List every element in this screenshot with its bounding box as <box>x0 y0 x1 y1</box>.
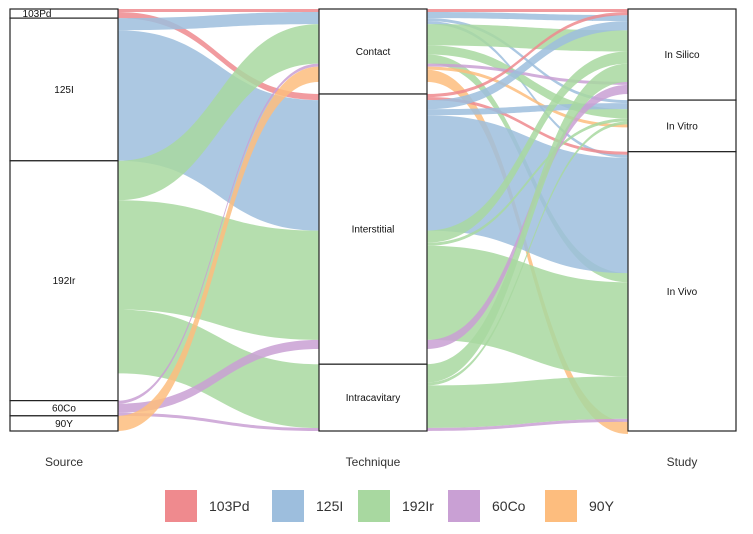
node-rect-in-vitro <box>627 99 737 153</box>
node-label-90y: 90Y <box>55 419 73 430</box>
flow-192ir-interstitial-to-in-silico <box>427 51 628 243</box>
node-rect-90y <box>9 415 119 432</box>
node-label-60co: 60Co <box>52 404 76 415</box>
node-rect-in-silico <box>627 8 737 101</box>
flow-60co-intracavitary-to-in-vivo <box>427 418 628 431</box>
node-label-intracavitary: Intracavitary <box>346 393 400 404</box>
node-label-125i: 125I <box>54 85 73 96</box>
node-label-in-silico: In Silico <box>664 50 699 61</box>
node-rect-in-vivo <box>627 151 737 432</box>
legend-item-103pd: 103Pd <box>165 490 249 522</box>
legend-swatch-90y <box>545 490 577 522</box>
node-rect-contact <box>318 8 428 95</box>
flow-90y-contact-to-in-vitro <box>427 66 628 128</box>
flow-60co-contact-to-in-silico <box>427 63 628 85</box>
flow-192ir-interstitial-to-in-vitro <box>427 118 628 246</box>
flow-192ir-contact-to-in-vitro <box>427 45 628 119</box>
node-rect-192ir <box>9 160 119 402</box>
axis-label-source: Source <box>45 455 83 469</box>
flow-192ir-to-interstitial <box>118 200 319 340</box>
node-label-in-vivo: In Vivo <box>667 287 698 298</box>
node-interstitial: Interstitial <box>318 93 428 365</box>
node-90y: 90Y <box>9 415 119 432</box>
node-label-contact: Contact <box>356 47 391 58</box>
node-label-interstitial: Interstitial <box>352 225 395 236</box>
node-rect-intracavitary <box>318 363 428 432</box>
flow-192ir-intracavitary-to-in-vivo <box>427 376 628 428</box>
flow-125i-interstitial-to-in-silico <box>427 21 628 110</box>
legend-label-192ir: 192Ir <box>402 498 434 514</box>
flow-103pd-to-interstitial <box>118 12 319 101</box>
legend-swatch-192ir <box>358 490 390 522</box>
flow-90y-to-contact <box>118 66 319 431</box>
node-label-in-vitro: In Vitro <box>666 121 698 132</box>
node-rect-125i <box>9 17 119 162</box>
node-in-silico: In Silico <box>627 8 737 101</box>
flow-125i-interstitial-to-in-vivo <box>427 115 628 274</box>
flow-192ir-to-intracavitary <box>118 309 319 428</box>
flow-103pd-interstitial-to-in-vivo <box>427 97 628 155</box>
node-contact: Contact <box>318 8 428 95</box>
nodes-layer: 103Pd 125I 192Ir 60Co 90Y Contact Interstitial… <box>9 8 737 432</box>
axis-labels: Source Technique Study <box>45 455 697 469</box>
node-label-192ir: 192Ir <box>53 276 76 287</box>
legend-item-90y: 90Y <box>545 490 615 522</box>
node-in-vitro: In Vitro <box>627 99 737 153</box>
flow-125i-contact-to-in-silico <box>427 12 628 22</box>
legend: 103Pd 125I 192Ir 60Co 90Y <box>165 490 615 522</box>
axis-label-study: Study <box>667 455 698 469</box>
flow-103pd-to-contact <box>118 9 319 13</box>
flow-125i-contact-to-in-vivo <box>427 21 628 158</box>
legend-swatch-125i <box>272 490 304 522</box>
flow-192ir-to-contact <box>118 24 319 201</box>
node-125i: 125I <box>9 17 119 162</box>
node-192ir: 192Ir <box>9 160 119 402</box>
legend-label-103pd: 103Pd <box>209 498 249 514</box>
node-label-103pd: 103Pd <box>23 9 52 20</box>
node-in-vivo: In Vivo <box>627 151 737 432</box>
flow-192ir-intracavitary-to-in-silico <box>427 63 628 383</box>
flow-103pd-interstitial-to-in-silico <box>427 12 628 98</box>
node-60co: 60Co <box>9 400 119 417</box>
flow-192ir-intracavitary-to-in-vitro <box>427 121 628 386</box>
legend-label-90y: 90Y <box>589 498 615 514</box>
axis-label-technique: Technique <box>346 455 401 469</box>
legend-item-125i: 125I <box>272 490 343 522</box>
legend-label-125i: 125I <box>316 498 343 514</box>
legend-label-60co: 60Co <box>492 498 526 514</box>
node-intracavitary: Intracavitary <box>318 363 428 432</box>
legend-swatch-103pd <box>165 490 197 522</box>
legend-item-60co: 60Co <box>448 490 526 522</box>
legend-item-192ir: 192Ir <box>358 490 434 522</box>
flow-60co-to-interstitial <box>118 339 319 413</box>
legend-swatch-60co <box>448 490 480 522</box>
node-rect-interstitial <box>318 93 428 365</box>
flows-layer <box>118 9 628 435</box>
flow-125i-to-contact <box>118 12 319 31</box>
flow-103pd-contact-to-in-silico <box>427 9 628 13</box>
flow-60co-to-contact <box>118 63 319 404</box>
flow-60co-to-intracavitary <box>118 412 319 431</box>
